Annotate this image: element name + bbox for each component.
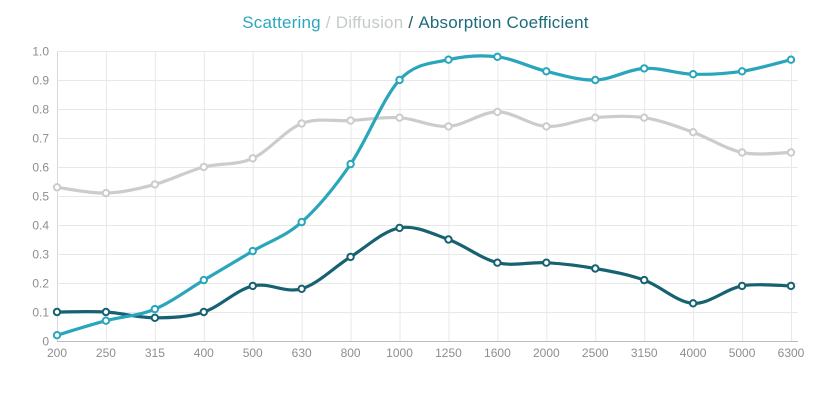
- data-point-marker[interactable]: [444, 55, 453, 64]
- x-tick-label: 630: [292, 346, 312, 360]
- chart-title-legend: Scattering / Diffusion / Absorption Coeffici…: [0, 13, 831, 33]
- data-point-marker[interactable]: [395, 75, 404, 85]
- data-point-marker[interactable]: [737, 148, 747, 157]
- y-tick-label: 0.8: [32, 103, 49, 117]
- data-point-marker[interactable]: [444, 122, 453, 131]
- data-point-marker[interactable]: [737, 67, 747, 76]
- x-tick-label: 200: [47, 346, 67, 360]
- x-tick-label: 4000: [680, 346, 707, 360]
- data-point-marker[interactable]: [542, 258, 551, 267]
- data-point-marker[interactable]: [297, 217, 306, 227]
- y-tick-label: 0.9: [32, 74, 49, 88]
- series-line-scattering: [55, 54, 793, 337]
- data-point-marker[interactable]: [786, 55, 796, 64]
- data-point-marker[interactable]: [591, 113, 600, 122]
- data-point-marker[interactable]: [52, 331, 62, 340]
- data-point-marker[interactable]: [395, 113, 404, 122]
- data-point-marker[interactable]: [444, 235, 453, 244]
- data-point-marker[interactable]: [786, 148, 796, 157]
- data-point-marker[interactable]: [395, 223, 404, 233]
- data-point-marker[interactable]: [297, 284, 306, 293]
- series-scattering: [52, 52, 796, 340]
- data-point-marker[interactable]: [199, 275, 209, 285]
- data-point-marker[interactable]: [150, 304, 160, 314]
- legend-item-diffusion[interactable]: Diffusion: [335, 13, 404, 32]
- data-point-marker[interactable]: [688, 299, 698, 308]
- x-tick-label: 800: [341, 346, 361, 360]
- y-axis-labels: 1.0 0.9 0.8 0.7 0.6 0.5 0.4 0.3 0.2 0.1 0: [32, 45, 49, 349]
- y-tick-label: 1.0: [32, 45, 49, 59]
- data-point-marker[interactable]: [591, 264, 600, 273]
- data-point-marker[interactable]: [248, 281, 257, 291]
- data-point-marker[interactable]: [493, 258, 502, 267]
- series-diffusion: [52, 107, 796, 198]
- data-point-marker[interactable]: [199, 162, 209, 172]
- data-point-marker[interactable]: [493, 52, 502, 61]
- series-line-diffusion: [55, 110, 793, 195]
- y-tick-label: 0: [42, 335, 49, 349]
- data-point-marker[interactable]: [101, 188, 111, 198]
- y-tick-label: 0.7: [32, 132, 49, 146]
- data-point-marker[interactable]: [346, 159, 355, 169]
- data-point-marker[interactable]: [640, 275, 649, 285]
- data-point-marker[interactable]: [688, 128, 698, 137]
- data-point-marker[interactable]: [786, 281, 796, 291]
- series-absorption: [52, 223, 796, 322]
- x-tick-label: 1250: [435, 346, 462, 360]
- data-point-marker[interactable]: [688, 70, 698, 79]
- x-tick-label: 250: [96, 346, 116, 360]
- data-point-marker[interactable]: [640, 113, 649, 122]
- x-tick-label: 3150: [631, 346, 658, 360]
- data-point-marker[interactable]: [248, 154, 257, 163]
- data-point-marker[interactable]: [346, 252, 355, 262]
- title-separator: /: [408, 13, 414, 32]
- data-point-marker[interactable]: [542, 122, 551, 131]
- title-separator: /: [325, 13, 331, 32]
- x-tick-label: 400: [194, 346, 214, 360]
- horizontal-gridlines: [57, 51, 798, 342]
- y-tick-label: 0.5: [32, 190, 49, 204]
- data-point-marker[interactable]: [150, 180, 160, 189]
- data-point-marker[interactable]: [52, 183, 62, 192]
- data-point-marker[interactable]: [101, 307, 111, 317]
- data-point-marker[interactable]: [542, 67, 551, 76]
- x-tick-label: 2500: [582, 346, 609, 360]
- y-tick-label: 0.4: [32, 219, 49, 233]
- series-line-absorption: [55, 225, 793, 320]
- x-tick-label: 315: [145, 346, 165, 360]
- data-point-marker[interactable]: [640, 64, 649, 73]
- x-tick-label: 500: [243, 346, 263, 360]
- data-point-marker[interactable]: [101, 316, 111, 325]
- y-tick-label: 0.3: [32, 248, 49, 262]
- x-axis-labels: 200 250 315 400 500 630 800 1000 1250 1600 2000 250…: [47, 346, 805, 360]
- y-tick-label: 0.6: [32, 161, 49, 175]
- series-markers-scattering: [52, 52, 796, 340]
- legend-item-absorption[interactable]: Absorption Coefficient: [418, 13, 589, 32]
- series-markers-absorption: [52, 223, 796, 322]
- y-tick-label: 0.1: [32, 306, 49, 320]
- data-point-marker[interactable]: [248, 246, 257, 256]
- y-tick-label: 0.2: [32, 277, 49, 291]
- x-tick-label: 5000: [729, 346, 756, 360]
- series-markers-diffusion: [52, 107, 796, 198]
- data-point-marker[interactable]: [737, 281, 747, 291]
- data-point-marker[interactable]: [346, 116, 355, 125]
- data-point-marker[interactable]: [493, 107, 502, 117]
- data-point-marker[interactable]: [591, 75, 600, 85]
- data-point-marker[interactable]: [52, 307, 62, 317]
- x-tick-label: 1600: [484, 346, 511, 360]
- x-tick-label: 6300: [778, 346, 805, 360]
- x-tick-label: 1000: [386, 346, 413, 360]
- data-point-marker[interactable]: [297, 119, 306, 128]
- data-point-marker[interactable]: [199, 307, 209, 317]
- x-tick-label: 2000: [533, 346, 560, 360]
- legend-item-scattering[interactable]: Scattering: [242, 13, 321, 32]
- data-point-marker[interactable]: [150, 313, 160, 322]
